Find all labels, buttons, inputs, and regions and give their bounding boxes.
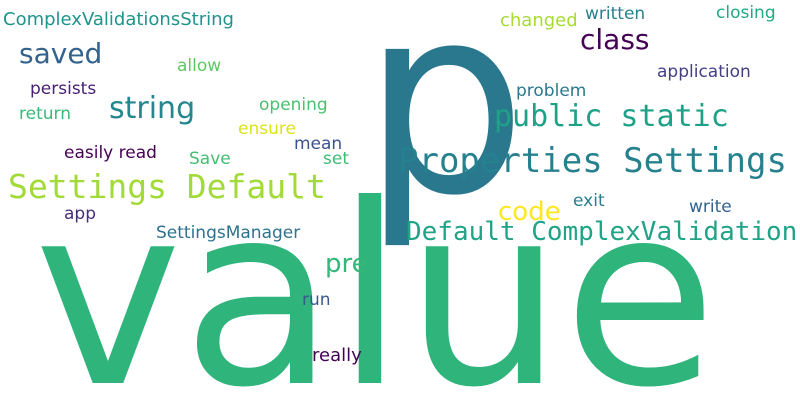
word-persists: persists [30, 79, 97, 99]
word-application: application [657, 62, 751, 82]
word-return: return [19, 104, 71, 124]
word-p: p [362, 0, 528, 253]
word-opening: opening [259, 95, 328, 115]
word-saved: saved [19, 37, 103, 70]
word-problem: problem [516, 81, 587, 101]
word-mean: mean [294, 134, 343, 154]
word-class: class [580, 23, 650, 56]
word-save: Save [189, 149, 231, 169]
word-code: code [498, 197, 561, 227]
word-run: run [302, 290, 331, 310]
word-easily-read: easily read [64, 143, 157, 163]
word-complexvalidationsstring: ComplexValidationsString [3, 9, 234, 30]
word-closing: closing [716, 3, 776, 23]
word-app: app [64, 204, 96, 224]
word-write: write [689, 197, 732, 217]
word-ensure: ensure [238, 119, 296, 139]
word-changed: changed [500, 10, 578, 31]
word-public-static: public static [494, 99, 729, 134]
word-default-complexvalidations: Default ComplexValidations [406, 217, 800, 247]
word-pre: pre [325, 249, 368, 279]
word-written: written [585, 4, 646, 24]
word-settings-default: Settings Default [8, 167, 326, 206]
word-set: set [323, 149, 349, 169]
word-value: value [34, 151, 717, 400]
word-really: really [312, 345, 362, 366]
word-exit: exit [573, 191, 605, 211]
word-allow: allow [177, 56, 222, 76]
word-settingsmanager: SettingsManager [156, 223, 301, 243]
word-string: string [109, 91, 196, 126]
word-properties-settings: Properties Settings [398, 141, 787, 181]
